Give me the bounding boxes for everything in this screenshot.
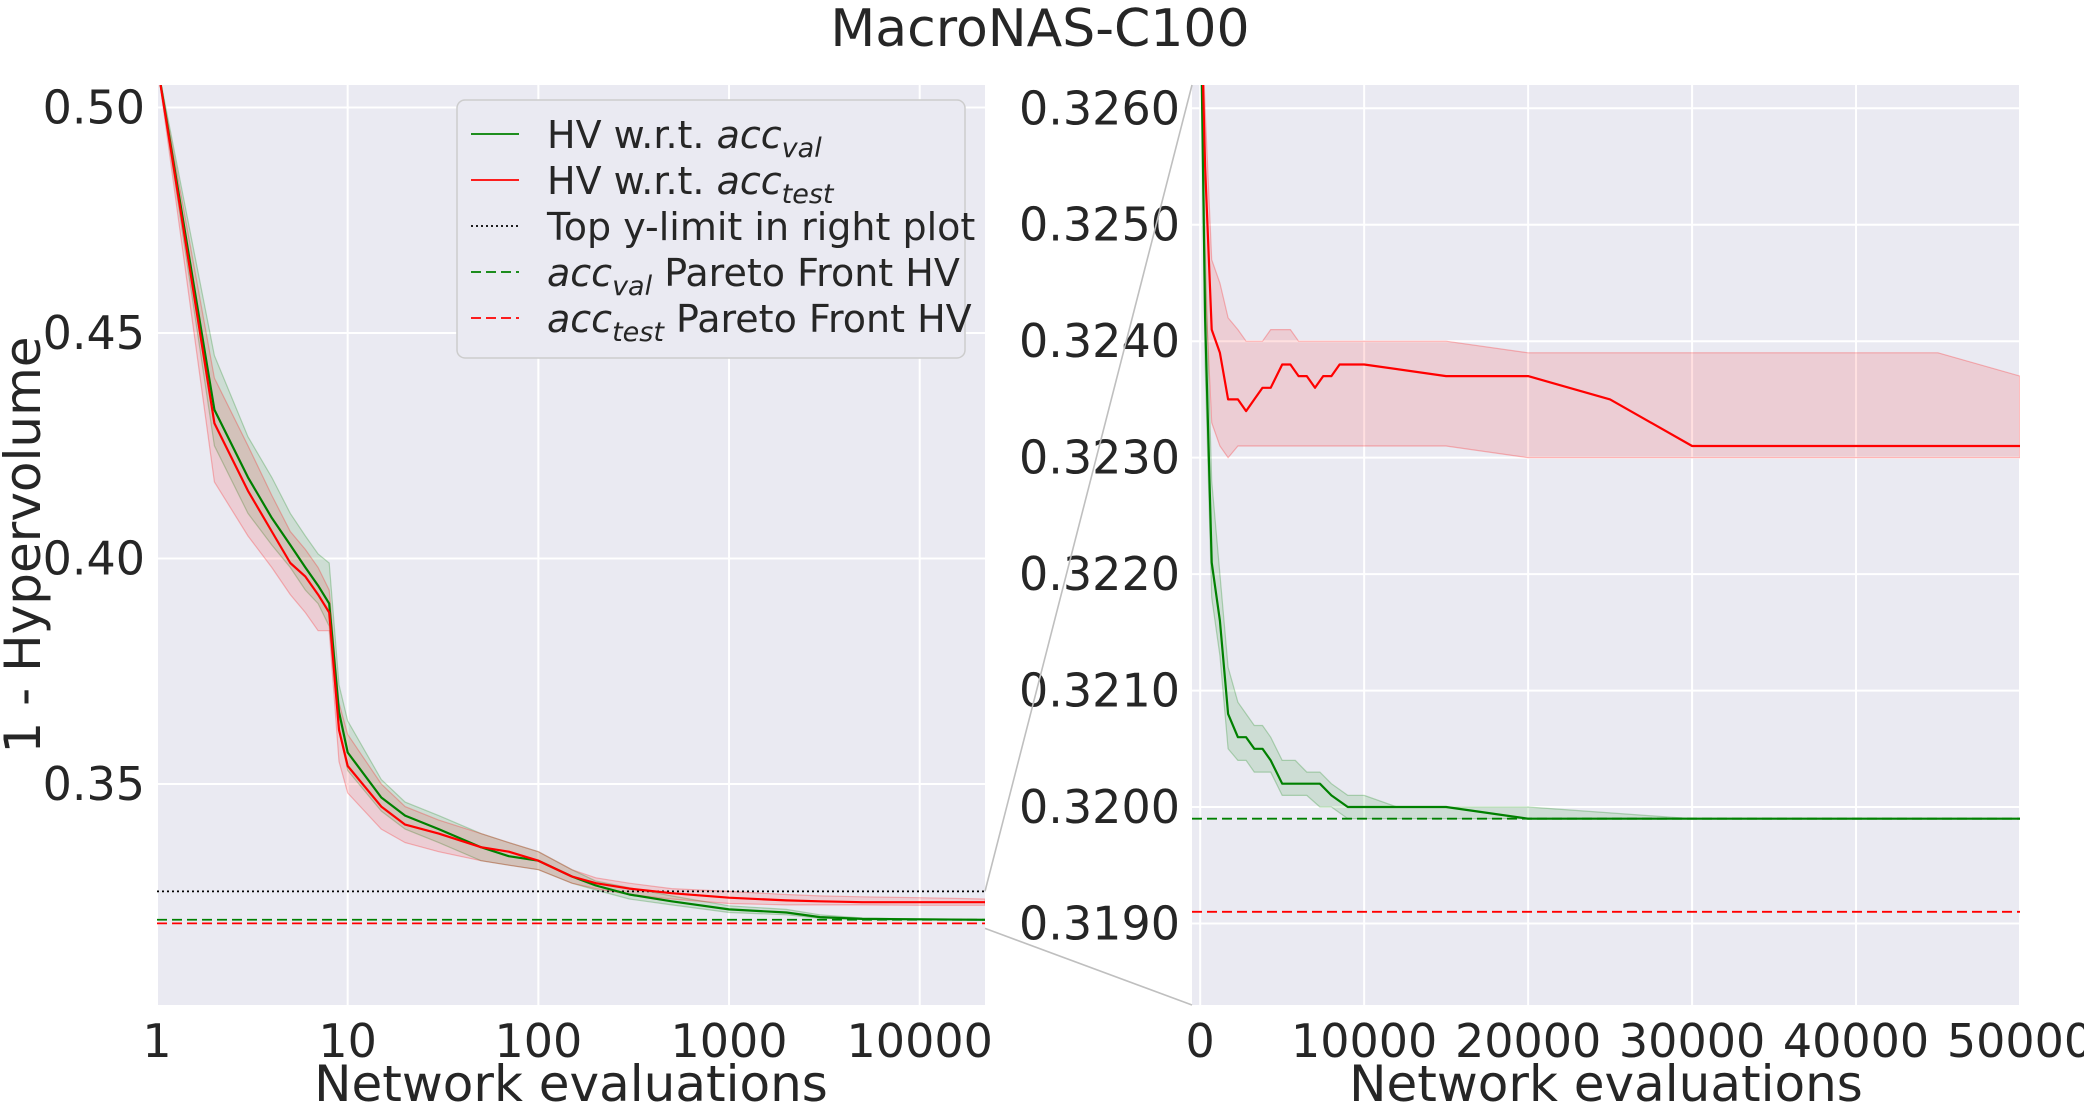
series-line-test <box>1201 85 2020 448</box>
y-tick-label: 0.3240 <box>1019 314 1180 368</box>
x-tick-label: 1000 <box>670 1014 787 1068</box>
x-tick-label: 0 <box>1186 1014 1215 1068</box>
y-axis-label: 1 - Hypervolume <box>0 336 52 753</box>
legend-label-pf_test: acctest Pareto Front HV <box>547 297 972 348</box>
y-tick-label: 0.50 <box>43 81 145 135</box>
y-tick-label: 0.35 <box>43 757 145 811</box>
plot-area <box>1192 85 2020 913</box>
legend-italic: acc <box>547 251 612 295</box>
y-tick-label: 0.3210 <box>1019 664 1180 718</box>
legend-subscript: val <box>782 133 823 164</box>
legend-italic: acc <box>717 113 782 157</box>
series-band-val <box>1201 85 2020 820</box>
y-tick-label: 0.3220 <box>1019 547 1180 601</box>
y-tick-label: 0.3250 <box>1019 198 1180 252</box>
series-band-test <box>159 85 985 906</box>
legend-subscript: val <box>612 271 653 302</box>
series-band-test <box>1201 85 2020 459</box>
plot-area <box>157 85 985 925</box>
legend-text: Pareto Front HV <box>652 251 960 295</box>
legend-label-pf_val: accval Pareto Front HV <box>547 251 960 302</box>
x-tick-label: 1 <box>142 1014 171 1068</box>
legend-label-toplimit: Top y-limit in right plot <box>546 205 975 249</box>
x-tick-label: 10000 <box>1291 1014 1437 1068</box>
legend-box <box>456 99 966 359</box>
legend-subscript: test <box>782 179 835 210</box>
right-plot: 0 10000 20000 30000 40000 50000 0.3190 0.3200 0.… <box>1019 81 2084 1113</box>
series-line-val <box>159 85 985 921</box>
x-tick-label: 30000 <box>1619 1014 1765 1068</box>
x-tick-label: 10000 <box>847 1014 993 1068</box>
zoom-connector-top <box>984 84 1193 892</box>
legend-text: Top y-limit in right plot <box>546 205 975 249</box>
x-tick-label: 100 <box>494 1014 582 1068</box>
y-tick-label: 0.40 <box>43 532 145 586</box>
y-tick-label: 0.3230 <box>1019 431 1180 485</box>
x-axis-label: Network evaluations <box>1349 1055 1863 1113</box>
x-tick-label: 50000 <box>1947 1014 2084 1068</box>
legend-italic: acc <box>717 159 782 203</box>
legend-label-test: HV w.r.t. acctest <box>547 159 835 210</box>
y-tick-label: 0.45 <box>43 306 145 360</box>
series-line-val <box>1200 85 2020 820</box>
x-axis-label: Network evaluations <box>314 1055 828 1113</box>
x-tick-label: 20000 <box>1455 1014 1601 1068</box>
legend-label-val: HV w.r.t. accval <box>547 113 822 164</box>
y-tick-label: 0.3190 <box>1019 896 1180 950</box>
legend-text: Pareto Front HV <box>664 297 972 341</box>
zoom-connectors <box>984 84 1193 1006</box>
legend-subscript: test <box>612 317 665 348</box>
legend-text: HV w.r.t. <box>547 159 717 203</box>
series-line-test <box>159 85 985 904</box>
zoom-connector-bottom <box>984 927 1193 1006</box>
x-tick-label: 40000 <box>1783 1014 1929 1068</box>
y-tick-label: 0.3200 <box>1019 780 1180 834</box>
y-tick-label: 0.3260 <box>1019 81 1180 135</box>
x-tick-label: 10 <box>318 1014 377 1068</box>
legend-italic: acc <box>547 297 612 341</box>
plot-background <box>1192 85 2020 1005</box>
figure-title: MacroNAS-C100 <box>830 0 1249 59</box>
legend-text: HV w.r.t. <box>547 113 717 157</box>
